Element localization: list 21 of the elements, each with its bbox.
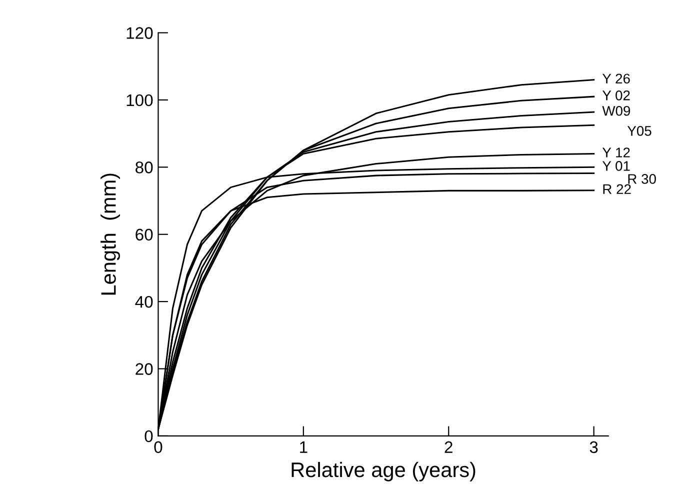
y-tick-label: 120 — [126, 27, 153, 39]
text: Y05 — [627, 126, 652, 136]
y-tick-label: 20 — [136, 363, 153, 375]
series-label: Y 01 — [602, 161, 630, 171]
x-tick-label: 0 — [154, 441, 162, 454]
y-tick-label: 60 — [136, 228, 153, 241]
series-label: W09 — [602, 106, 630, 116]
x-axis-title: Relative age (years) — [292, 462, 476, 482]
x-tick-label: 1 — [300, 441, 308, 453]
series-label: Y 02 — [602, 90, 630, 100]
y-axis-title: Length (mm) — [100, 174, 120, 295]
y-tick-label: 100 — [126, 94, 153, 106]
text: R 30 — [628, 174, 656, 184]
y-tick-label: 40 — [135, 296, 153, 308]
y-tick-label: 0 — [144, 430, 153, 442]
x-tick-label: 3 — [590, 441, 598, 454]
y-tick-label: 80 — [136, 162, 153, 174]
x-tick-label: 2 — [444, 441, 452, 453]
series-label: Y 26 — [602, 74, 630, 84]
series-label: R 22 — [603, 184, 631, 194]
series-label: Y 12 — [602, 148, 630, 158]
